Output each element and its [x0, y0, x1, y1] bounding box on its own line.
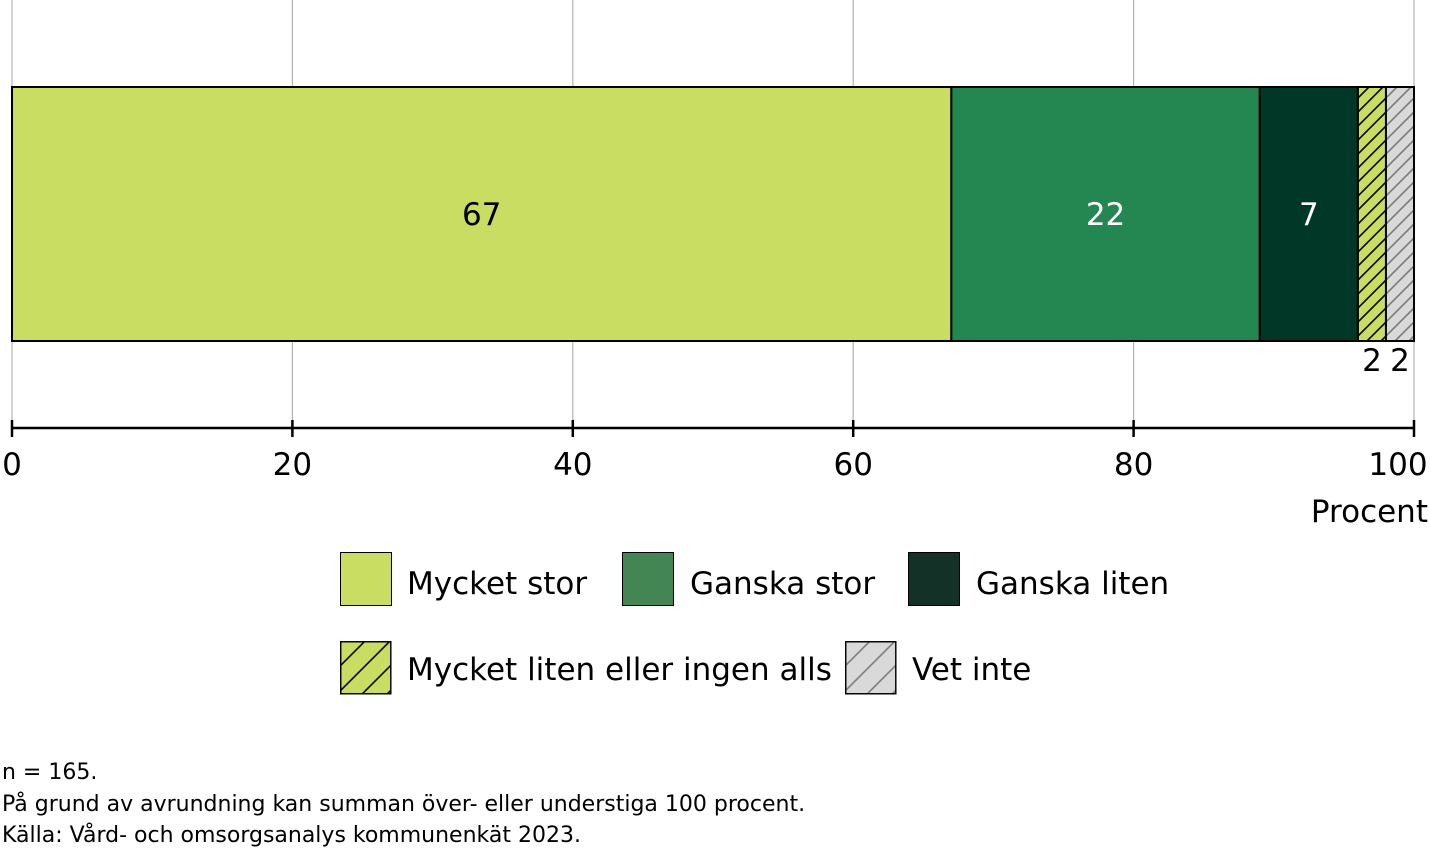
- note-rounding: På grund av avrundning kan summan över- …: [2, 792, 806, 817]
- legend-swatch-ganska-stor: [622, 552, 674, 606]
- note-sample-size: n = 165.: [2, 760, 98, 785]
- data-label-mycket-liten-eller-ingen-alls: 2: [1362, 343, 1382, 379]
- bar-segment-mycket-liten-eller-ingen-alls: [1356, 86, 1387, 342]
- x-axis-label: Procent: [1310, 494, 1428, 530]
- legend-swatch-mycket-liten: [340, 641, 392, 695]
- stacked-bar-chart: 67 22 7 2 2 0 20 40 60 80 100: [2, 0, 1428, 483]
- bar-segment-mycket-stor: [11, 86, 953, 342]
- x-tick-label-0: 0: [2, 447, 22, 483]
- data-label-ganska-liten: 7: [1299, 197, 1319, 233]
- bar-segments: 67 22 7 2 2: [11, 86, 1415, 379]
- x-tick-label-20: 20: [273, 447, 312, 483]
- legend-swatch-mycket-stor: [340, 552, 392, 606]
- legend-swatch-ganska-liten: [908, 552, 960, 606]
- data-label-ganska-stor: 22: [1086, 197, 1125, 233]
- x-tick-label-40: 40: [553, 447, 592, 483]
- legend-label-ganska-liten: Ganska liten: [976, 566, 1170, 602]
- legend-swatch-vet-inte: [845, 641, 897, 695]
- data-label-mycket-stor: 67: [462, 197, 501, 233]
- note-source: Källa: Vård- och omsorgsanalys kommunenk…: [2, 823, 581, 848]
- legend-label-mycket-stor: Mycket stor: [407, 566, 588, 602]
- x-tick-label-100: 100: [1368, 447, 1427, 483]
- bar-segment-vet-inte: [1384, 86, 1415, 342]
- legend-label-vet-inte: Vet inte: [912, 652, 1032, 688]
- legend-label-ganska-stor: Ganska stor: [690, 566, 876, 602]
- x-tick-label-60: 60: [833, 447, 872, 483]
- data-label-vet-inte: 2: [1390, 343, 1410, 379]
- x-axis: 0 20 40 60 80 100: [2, 420, 1428, 483]
- x-tick-label-80: 80: [1114, 447, 1153, 483]
- legend-label-mycket-liten: Mycket liten eller ingen alls: [407, 652, 832, 688]
